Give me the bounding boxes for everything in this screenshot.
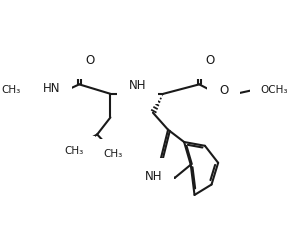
Text: CH₃: CH₃ xyxy=(1,85,21,95)
Text: O: O xyxy=(85,54,94,67)
Text: O: O xyxy=(219,84,228,96)
Text: CH₃: CH₃ xyxy=(104,149,123,159)
Text: CH₃: CH₃ xyxy=(65,146,84,156)
Text: NH: NH xyxy=(145,170,162,182)
Text: HN: HN xyxy=(43,82,60,95)
Text: OCH₃: OCH₃ xyxy=(261,85,288,95)
Text: O: O xyxy=(205,54,214,67)
Text: NH: NH xyxy=(129,79,147,92)
